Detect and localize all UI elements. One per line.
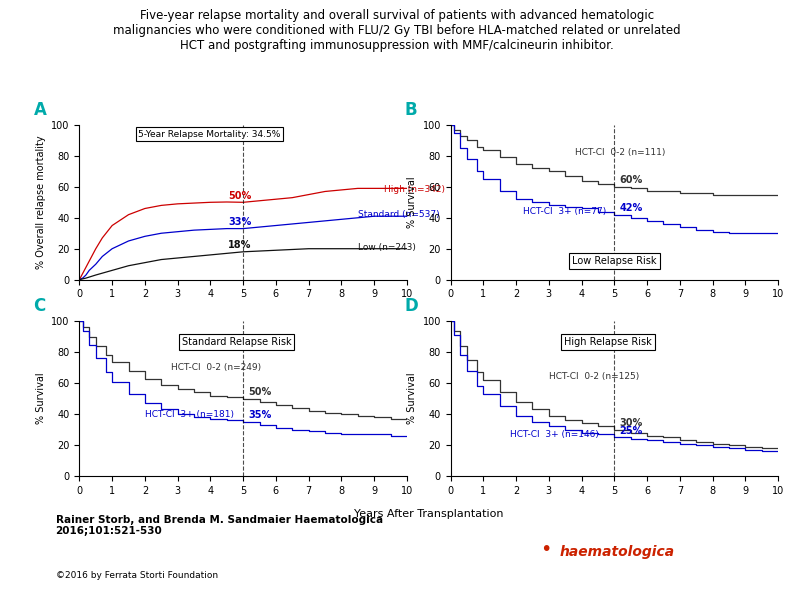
Y-axis label: % Overall relapse mortality: % Overall relapse mortality [36, 136, 46, 269]
Text: 60%: 60% [619, 176, 642, 185]
Text: HCT-CI  0-2 (n=125): HCT-CI 0-2 (n=125) [549, 372, 639, 381]
Text: 50%: 50% [248, 387, 272, 397]
Text: 18%: 18% [229, 240, 252, 250]
Text: HCT-CI  3+ (n=146): HCT-CI 3+ (n=146) [510, 430, 599, 439]
Text: Years After Transplantation: Years After Transplantation [354, 509, 503, 519]
Y-axis label: % Survival: % Survival [407, 373, 417, 424]
Text: 33%: 33% [229, 217, 252, 227]
Text: HCT-CI  0-2 (n=111): HCT-CI 0-2 (n=111) [575, 148, 665, 157]
Text: B: B [405, 101, 418, 119]
Text: 25%: 25% [619, 426, 642, 436]
Text: 30%: 30% [619, 418, 642, 428]
Text: HCT-CI  3+ (n=181): HCT-CI 3+ (n=181) [145, 409, 234, 419]
Text: ©2016 by Ferrata Storti Foundation: ©2016 by Ferrata Storti Foundation [56, 571, 218, 580]
Text: haematologica: haematologica [560, 545, 675, 559]
Text: High Relapse Risk: High Relapse Risk [564, 337, 652, 347]
Text: 35%: 35% [248, 411, 272, 420]
Text: HCT-CI  3+ (n=77): HCT-CI 3+ (n=77) [522, 207, 606, 216]
Y-axis label: % Survival: % Survival [36, 373, 46, 424]
Text: C: C [33, 297, 46, 315]
Text: Standard Relapse Risk: Standard Relapse Risk [182, 337, 291, 347]
Text: •: • [540, 540, 551, 559]
Text: Standard (n=537): Standard (n=537) [358, 210, 439, 219]
Text: 42%: 42% [619, 203, 642, 213]
Text: A: A [33, 101, 46, 119]
Text: 5-Year Relapse Mortality: 34.5%: 5-Year Relapse Mortality: 34.5% [138, 130, 281, 139]
Text: D: D [405, 297, 418, 315]
Text: Five-year relapse mortality and overall survival of patients with advanced hemat: Five-year relapse mortality and overall … [114, 9, 680, 52]
Text: 50%: 50% [229, 191, 252, 201]
Text: Rainer Storb, and Brenda M. Sandmaier Haematologica
2016;101:521-530: Rainer Storb, and Brenda M. Sandmaier Ha… [56, 515, 383, 536]
Text: HCT-CI  0-2 (n=249): HCT-CI 0-2 (n=249) [172, 363, 261, 372]
Text: Low (n=243): Low (n=243) [358, 243, 416, 252]
Text: Low Relapse Risk: Low Relapse Risk [572, 256, 657, 266]
Y-axis label: % Survival: % Survival [407, 177, 417, 228]
Text: High (n=342): High (n=342) [384, 186, 445, 195]
